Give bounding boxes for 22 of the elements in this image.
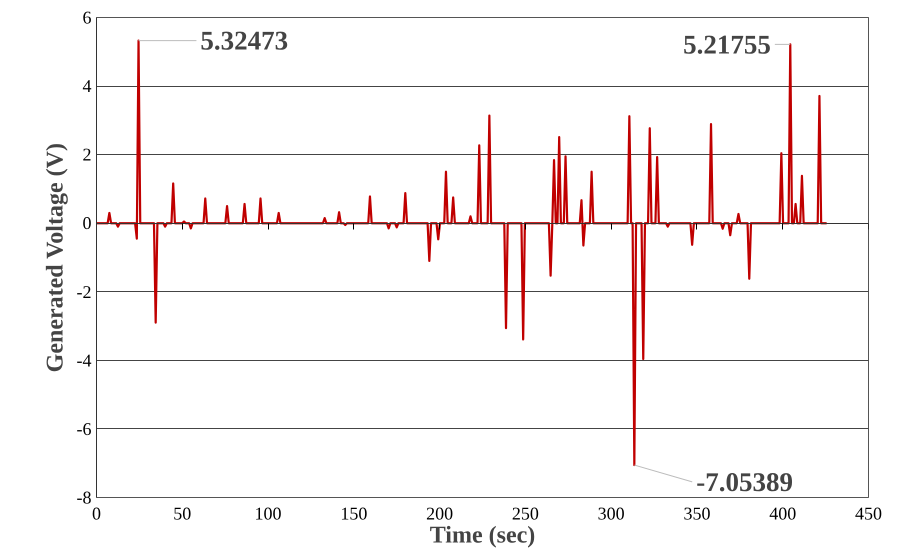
x-tick-label: 100: [254, 504, 282, 524]
x-tick-label: 450: [855, 504, 882, 524]
annotation: 5.32473: [200, 26, 288, 56]
y-tick-label: -2: [76, 282, 92, 302]
y-axis-title: Generated Voltage (V): [42, 143, 69, 372]
x-axis-title: Time (sec): [430, 522, 536, 548]
x-tick-label: 350: [683, 504, 710, 524]
x-tick-label: 150: [340, 504, 368, 524]
y-tick-label: 2: [82, 144, 92, 165]
x-tick-label: 300: [598, 504, 625, 524]
y-tick-label: 4: [82, 76, 92, 96]
x-tick-label: 50: [173, 504, 192, 524]
annotation: -7.05389: [696, 466, 793, 497]
y-tick-label: -6: [76, 418, 92, 439]
x-tick-label: 250: [512, 504, 539, 524]
annotation: 5.21755: [683, 29, 771, 60]
y-tick-label: 0: [82, 213, 92, 234]
x-tick-label: 400: [769, 504, 796, 524]
x-tick-label: 200: [426, 504, 454, 524]
y-tick-label: 6: [82, 8, 92, 28]
y-tick-label: -4: [76, 350, 92, 370]
y-tick-label: -8: [76, 488, 92, 508]
